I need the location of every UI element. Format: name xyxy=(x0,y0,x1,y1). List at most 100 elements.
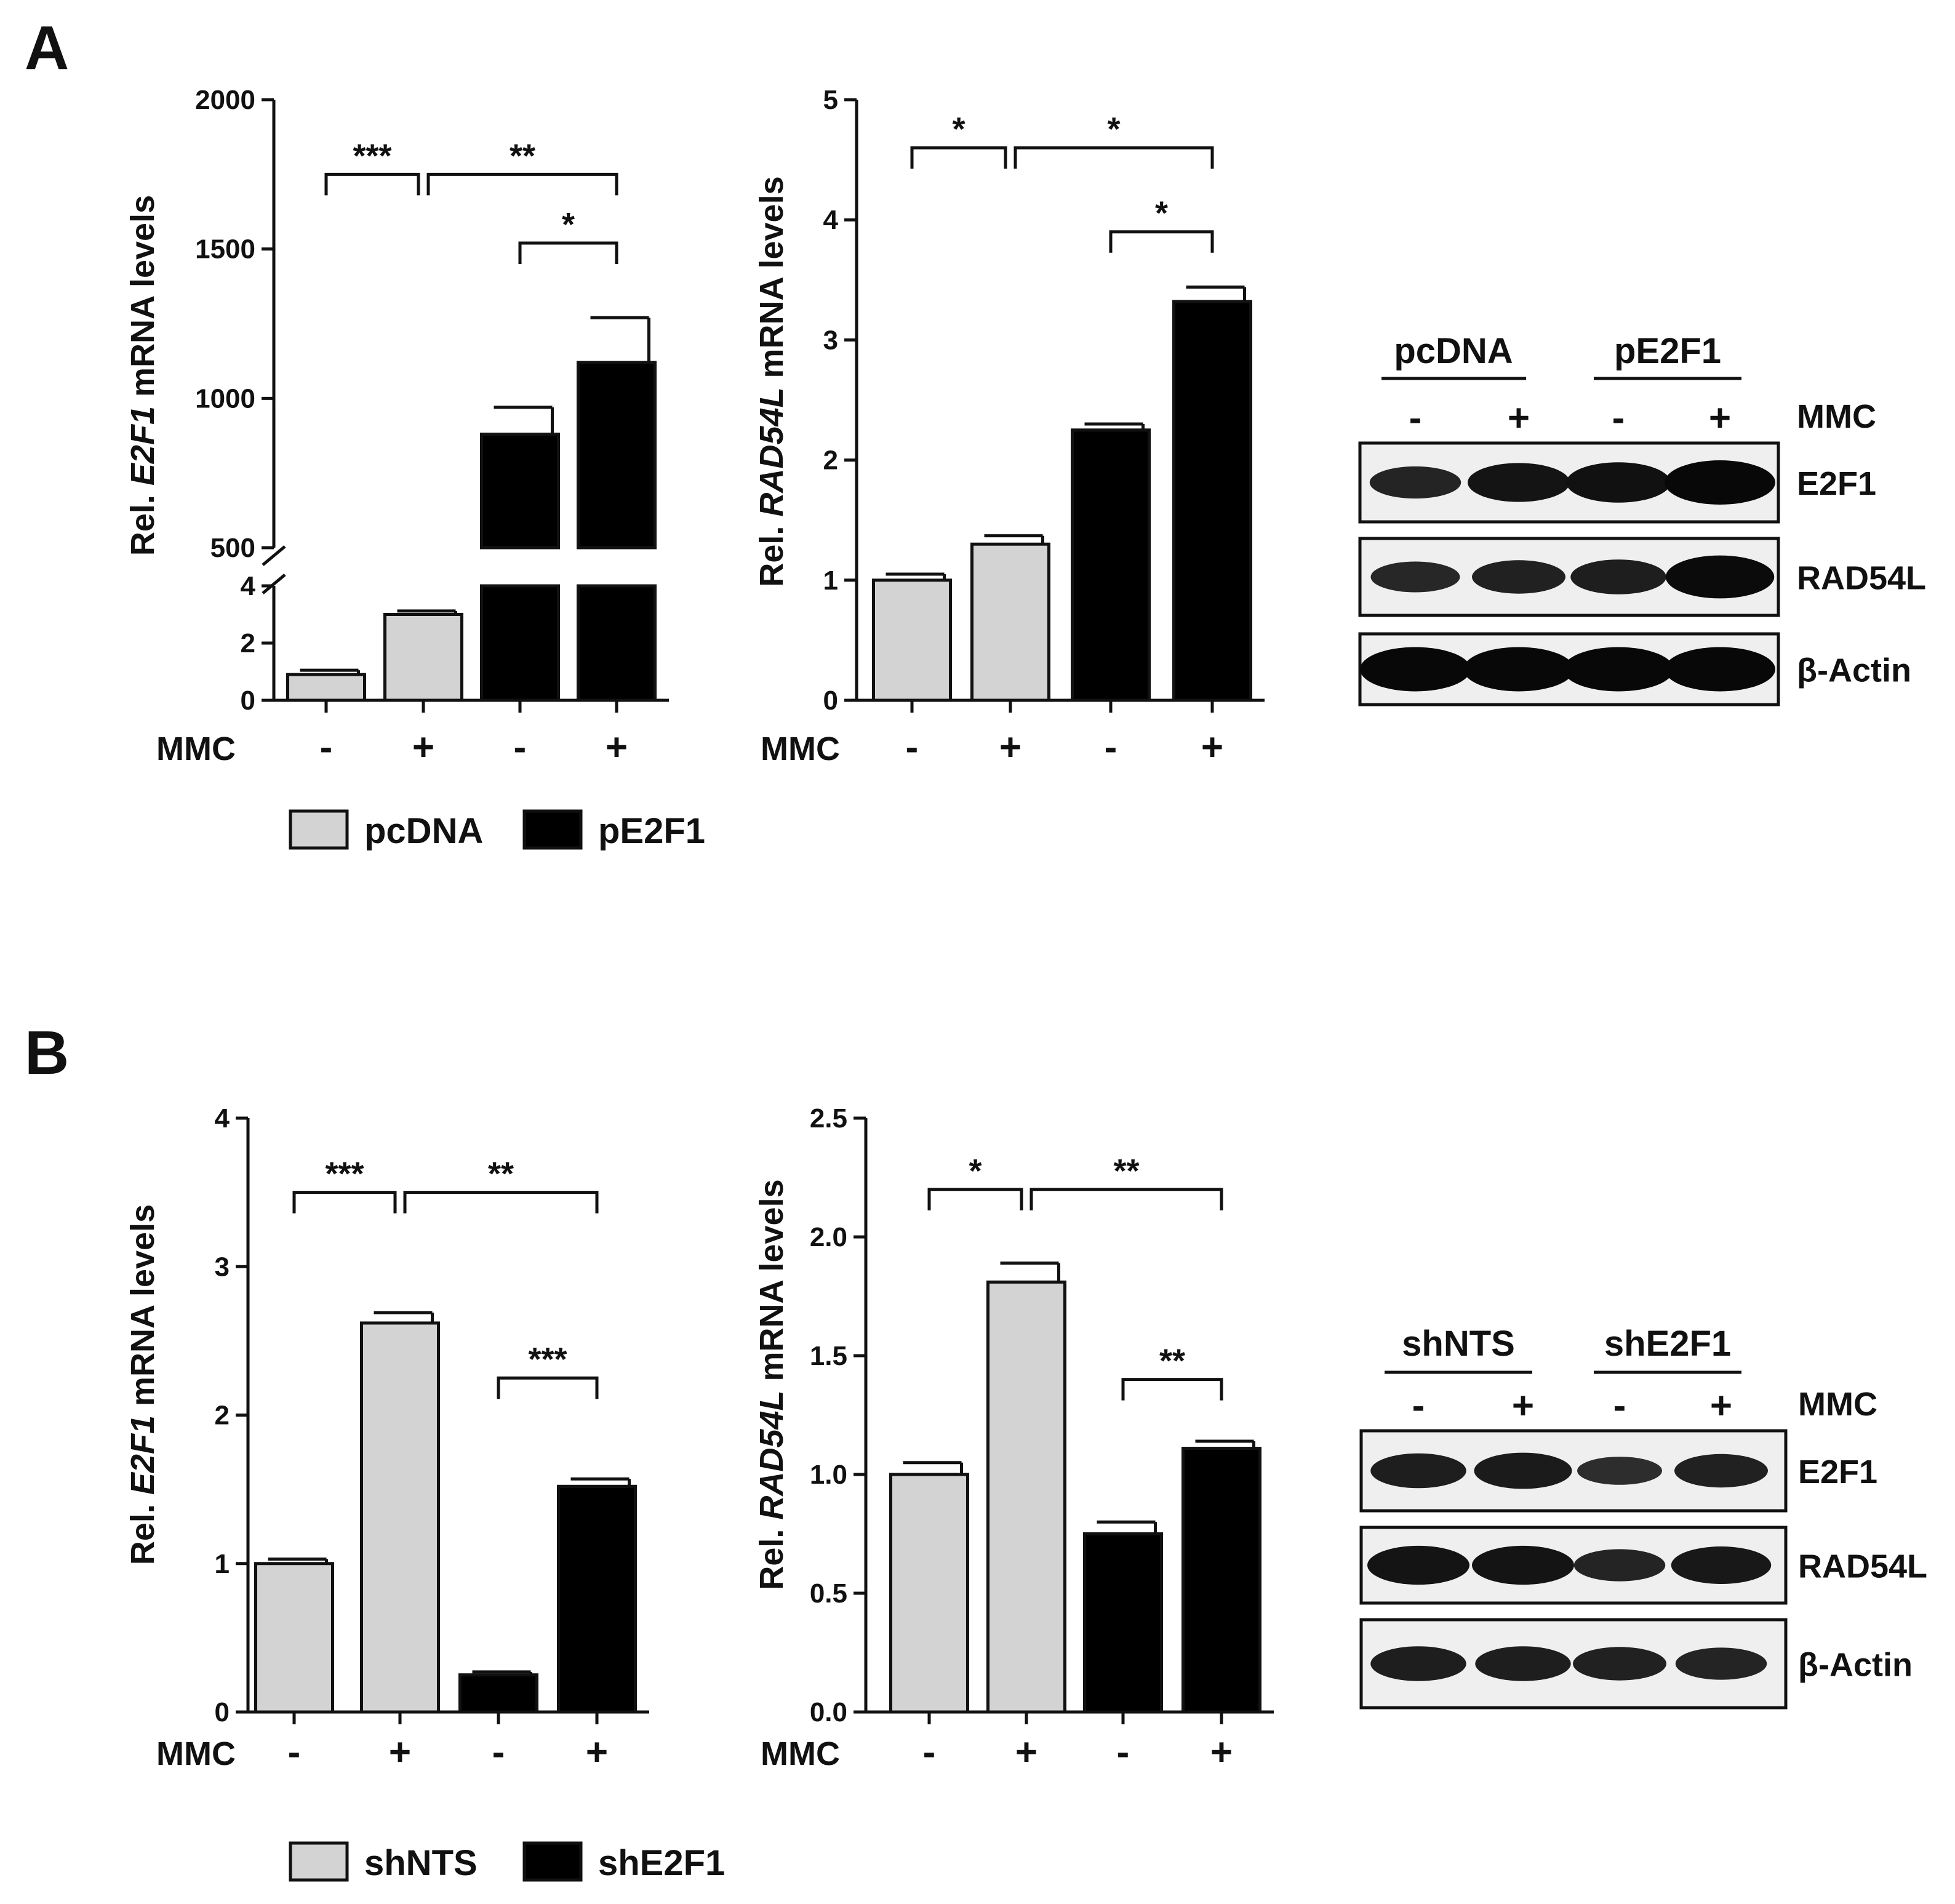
blot-group-label: pE2F1 xyxy=(1614,331,1721,371)
blot-band xyxy=(1367,1545,1469,1585)
significance-label: ** xyxy=(1159,1343,1185,1380)
bar xyxy=(1071,428,1151,702)
y-axis-label-suffix: mRNA levels xyxy=(124,195,161,406)
bar xyxy=(557,1484,637,1714)
y-axis-label-prefix: Rel. xyxy=(124,486,161,556)
treatment-sign: + xyxy=(586,1731,608,1774)
legend-entry: shE2F1 xyxy=(598,1843,725,1883)
bar xyxy=(1181,1447,1261,1714)
x-axis-label: MMC xyxy=(156,730,236,767)
blot-row-label: E2F1 xyxy=(1797,465,1876,502)
y-tick-label: 2.0 xyxy=(810,1222,847,1252)
significance-bracket xyxy=(518,241,618,264)
blot-group-label: shNTS xyxy=(1402,1324,1515,1364)
blot-band xyxy=(1563,647,1674,692)
x-axis-label: MMC xyxy=(156,1735,236,1772)
blot-band xyxy=(1665,647,1775,692)
blot-band xyxy=(1463,647,1574,692)
y-tick-label: 0.5 xyxy=(810,1578,847,1609)
y-tick-label: 1 xyxy=(823,566,838,596)
axis-break-mark xyxy=(262,545,286,566)
blot-band xyxy=(1665,555,1775,599)
y-axis-label-prefix: Rel. xyxy=(753,1520,790,1590)
y-tick-label: 2 xyxy=(823,446,838,476)
y-tick-label: 1000 xyxy=(195,383,255,414)
y-axis-label: Rel. E2F1 mRNA levels xyxy=(124,195,161,556)
y-axis-label: Rel. RAD54L mRNA levels xyxy=(753,176,790,586)
blot-lane-sign: - xyxy=(1612,397,1625,439)
y-axis-label-gene: E2F1 xyxy=(124,1415,161,1495)
blot-band xyxy=(1370,561,1460,593)
x-axis-label: MMC xyxy=(761,1735,840,1772)
treatment-sign: - xyxy=(1105,726,1117,769)
treatment-sign: + xyxy=(999,726,1021,769)
bar xyxy=(254,1562,334,1714)
treatment-sign: - xyxy=(514,726,527,769)
y-tick-label: 5 xyxy=(823,85,838,115)
significance-label: *** xyxy=(325,1156,364,1193)
significance-label: ** xyxy=(488,1156,514,1193)
axis-break-mark xyxy=(262,574,286,594)
blot-band xyxy=(1468,463,1570,502)
blot-band xyxy=(1665,460,1775,505)
significance-label: *** xyxy=(353,137,391,174)
y-tick-label: 0 xyxy=(215,1697,230,1727)
y-tick-label: 1 xyxy=(215,1549,230,1579)
significance-label: * xyxy=(1107,111,1120,148)
treatment-sign: - xyxy=(320,726,333,769)
significance-bracket xyxy=(1109,230,1214,253)
blot-band xyxy=(1474,1452,1572,1489)
blot-band xyxy=(1369,466,1461,499)
significance-bracket xyxy=(403,1191,599,1214)
blot-lane-sign: + xyxy=(1710,1385,1732,1427)
blot-row-label: RAD54L xyxy=(1798,1548,1927,1585)
y-tick-label: 2 xyxy=(241,628,255,658)
y-tick-label: 4 xyxy=(823,205,839,235)
y-axis-label-gene: RAD54L xyxy=(753,388,790,517)
bar xyxy=(889,1473,969,1714)
panel-letter-a: A xyxy=(25,14,69,82)
bar xyxy=(1083,1532,1163,1714)
legend-swatch xyxy=(289,809,349,850)
blot-band xyxy=(1472,1545,1574,1585)
legend-entry: pcDNA xyxy=(364,811,483,851)
y-tick-label: 1500 xyxy=(195,234,255,265)
blot-lane-sign: + xyxy=(1512,1385,1534,1427)
blot-band xyxy=(1472,560,1565,594)
bar-lower-segment xyxy=(480,584,560,702)
bar-lower-segment xyxy=(577,584,657,702)
treatment-sign: + xyxy=(1210,1731,1233,1774)
blot-row-label: RAD54L xyxy=(1797,560,1926,597)
significance-bracket xyxy=(1029,1188,1223,1210)
blot-row-label: β-Actin xyxy=(1798,1647,1913,1684)
bar xyxy=(360,1321,440,1714)
legend-a: pcDNA pE2F1 xyxy=(289,809,705,851)
y-axis-label-prefix: Rel. xyxy=(753,517,790,587)
blot-band xyxy=(1577,1457,1662,1485)
significance-bracket xyxy=(910,146,1007,169)
treatment-sign: + xyxy=(1015,1731,1037,1774)
blot-band xyxy=(1671,1546,1772,1584)
significance-label: *** xyxy=(528,1341,567,1378)
treatment-sign: + xyxy=(606,726,628,769)
y-axis-label-prefix: Rel. xyxy=(124,1495,161,1565)
bar xyxy=(383,613,463,702)
significance-label: ** xyxy=(510,137,535,174)
significance-bracket xyxy=(497,1376,599,1399)
blot-band xyxy=(1370,1453,1466,1489)
bar xyxy=(1172,300,1252,702)
blot-band xyxy=(1566,462,1671,503)
y-tick-label: 4 xyxy=(241,571,256,601)
chart-2: 0 1 2 3 4 5 Rel. RAD54L mRNA levels - + - + MMC * * * xyxy=(753,85,1265,769)
significance-label: * xyxy=(1155,195,1168,232)
blot-band xyxy=(1370,1646,1466,1681)
chart-1: 0 2 4 500 1000 1500 2000 Rel. E2F1 mRNA levels -… xyxy=(124,85,669,769)
blot-row-label: β-Actin xyxy=(1797,652,1911,689)
treatment-sign: + xyxy=(412,726,434,769)
bar xyxy=(872,578,952,702)
y-axis-label: Rel. E2F1 mRNA levels xyxy=(124,1204,161,1565)
y-tick-label: 2.5 xyxy=(810,1103,847,1134)
